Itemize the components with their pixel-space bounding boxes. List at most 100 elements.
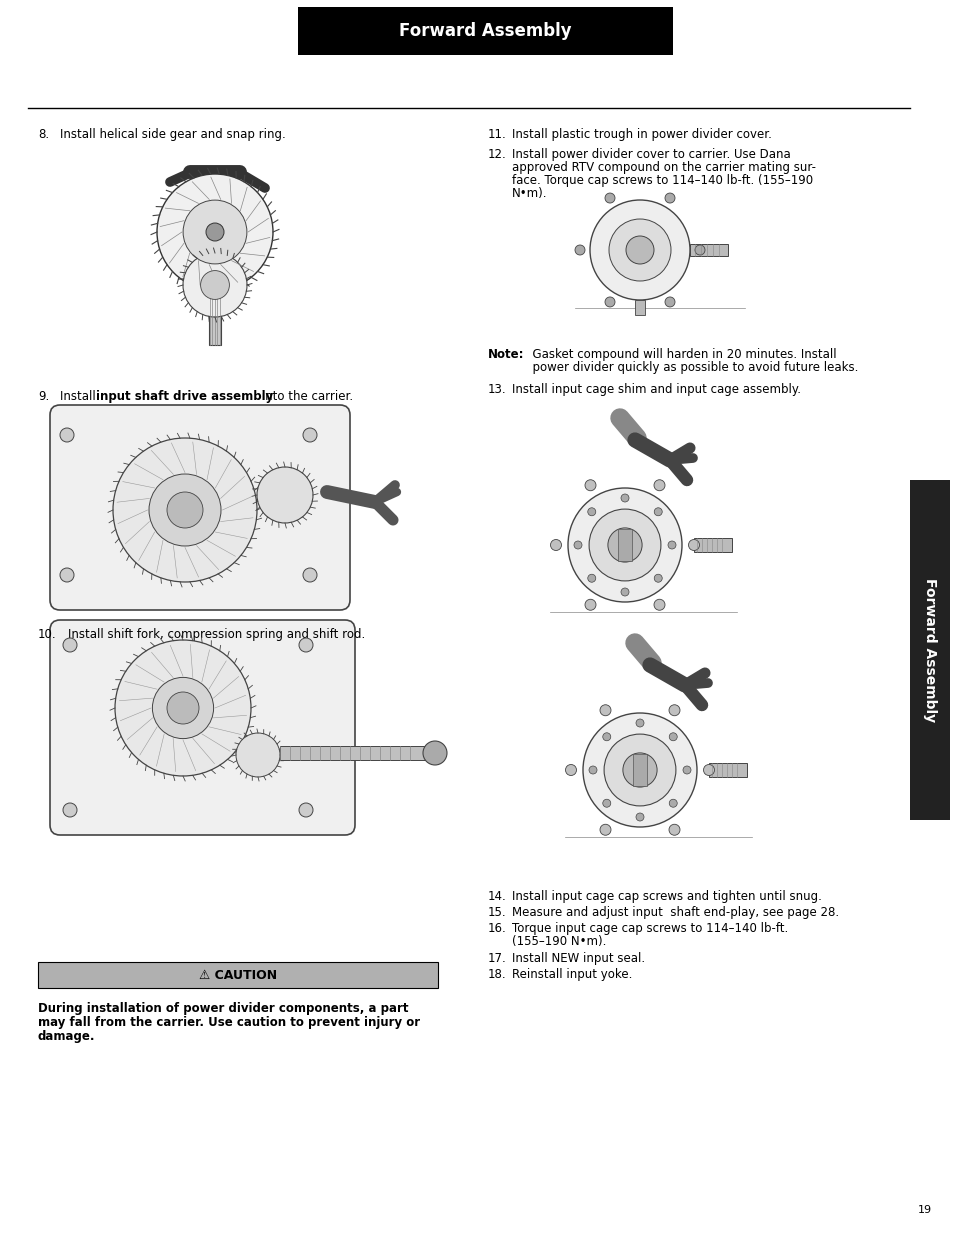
Circle shape bbox=[664, 296, 675, 308]
Circle shape bbox=[668, 705, 679, 716]
Circle shape bbox=[620, 588, 628, 597]
Circle shape bbox=[588, 766, 597, 774]
Circle shape bbox=[303, 429, 316, 442]
Text: Note:: Note: bbox=[488, 348, 524, 361]
Circle shape bbox=[298, 803, 313, 818]
Text: Install input cage shim and input cage assembly.: Install input cage shim and input cage a… bbox=[512, 383, 801, 396]
Circle shape bbox=[695, 245, 704, 254]
Text: Install NEW input seal.: Install NEW input seal. bbox=[512, 952, 644, 965]
FancyBboxPatch shape bbox=[50, 405, 350, 610]
Circle shape bbox=[622, 753, 657, 787]
Circle shape bbox=[620, 494, 628, 501]
Circle shape bbox=[636, 813, 643, 821]
Circle shape bbox=[664, 193, 675, 203]
Circle shape bbox=[654, 479, 664, 490]
Bar bbox=[280, 746, 424, 760]
Text: During installation of power divider components, a part: During installation of power divider com… bbox=[38, 1002, 408, 1015]
Circle shape bbox=[589, 200, 689, 300]
Circle shape bbox=[582, 713, 697, 827]
Circle shape bbox=[149, 474, 221, 546]
Circle shape bbox=[682, 766, 690, 774]
Bar bbox=[708, 763, 746, 777]
Text: 12.: 12. bbox=[488, 148, 506, 161]
Circle shape bbox=[584, 479, 596, 490]
Circle shape bbox=[422, 741, 447, 764]
Circle shape bbox=[183, 200, 247, 264]
Text: input shaft drive assembly: input shaft drive assembly bbox=[96, 390, 273, 403]
Text: Install shift fork, compression spring and shift rod.: Install shift fork, compression spring a… bbox=[68, 629, 365, 641]
Text: 9.: 9. bbox=[38, 390, 50, 403]
Text: power divider quickly as possible to avoid future leaks.: power divider quickly as possible to avo… bbox=[524, 361, 858, 374]
Text: 17.: 17. bbox=[488, 952, 506, 965]
Circle shape bbox=[550, 540, 561, 551]
Text: Gasket compound will harden in 20 minutes. Install: Gasket compound will harden in 20 minute… bbox=[524, 348, 836, 361]
Circle shape bbox=[654, 574, 661, 582]
Text: face. Torque cap screws to 114–140 lb-ft. (155–190: face. Torque cap screws to 114–140 lb-ft… bbox=[512, 174, 812, 186]
Circle shape bbox=[206, 224, 224, 241]
Circle shape bbox=[298, 638, 313, 652]
Circle shape bbox=[602, 732, 610, 741]
Text: 14.: 14. bbox=[488, 890, 506, 903]
Circle shape bbox=[608, 219, 670, 282]
Circle shape bbox=[654, 599, 664, 610]
Circle shape bbox=[115, 640, 251, 776]
Text: may fall from the carrier. Use caution to prevent injury or: may fall from the carrier. Use caution t… bbox=[38, 1016, 419, 1029]
Circle shape bbox=[668, 824, 679, 835]
Circle shape bbox=[688, 540, 699, 551]
Bar bbox=[209, 266, 221, 345]
Circle shape bbox=[574, 541, 581, 550]
Circle shape bbox=[702, 764, 714, 776]
Circle shape bbox=[587, 508, 595, 516]
Circle shape bbox=[567, 488, 681, 601]
Circle shape bbox=[602, 799, 610, 808]
Text: 19: 19 bbox=[917, 1205, 931, 1215]
Circle shape bbox=[636, 719, 643, 727]
Bar bbox=[635, 300, 644, 315]
Text: Install input cage cap screws and tighten until snug.: Install input cage cap screws and tighte… bbox=[512, 890, 821, 903]
Circle shape bbox=[667, 541, 676, 550]
Text: Install helical side gear and snap ring.: Install helical side gear and snap ring. bbox=[60, 128, 286, 141]
FancyBboxPatch shape bbox=[38, 962, 437, 988]
Circle shape bbox=[669, 799, 677, 808]
Text: Torque input cage cap screws to 114–140 lb-ft.: Torque input cage cap screws to 114–140 … bbox=[512, 923, 787, 935]
Text: Install: Install bbox=[60, 390, 99, 403]
Circle shape bbox=[625, 236, 654, 264]
Circle shape bbox=[63, 803, 77, 818]
Text: (155–190 N•m).: (155–190 N•m). bbox=[512, 935, 606, 948]
Circle shape bbox=[599, 824, 610, 835]
Circle shape bbox=[152, 678, 213, 739]
Text: Install power divider cover to carrier. Use Dana: Install power divider cover to carrier. … bbox=[512, 148, 790, 161]
Bar bbox=[618, 529, 631, 561]
Bar bbox=[297, 7, 672, 56]
Text: N•m).: N•m). bbox=[512, 186, 547, 200]
Text: 10.: 10. bbox=[38, 629, 56, 641]
Circle shape bbox=[157, 174, 273, 290]
Bar bbox=[633, 755, 646, 785]
Text: Forward Assembly: Forward Assembly bbox=[398, 22, 571, 40]
Circle shape bbox=[112, 438, 256, 582]
Circle shape bbox=[599, 705, 610, 716]
Circle shape bbox=[167, 692, 199, 724]
Text: 18.: 18. bbox=[488, 968, 506, 981]
Text: ⚠ CAUTION: ⚠ CAUTION bbox=[199, 968, 276, 982]
Text: 15.: 15. bbox=[488, 906, 506, 919]
Text: Reinstall input yoke.: Reinstall input yoke. bbox=[512, 968, 632, 981]
Circle shape bbox=[200, 270, 229, 299]
Circle shape bbox=[60, 568, 74, 582]
Circle shape bbox=[565, 764, 576, 776]
Text: 8.: 8. bbox=[38, 128, 49, 141]
Circle shape bbox=[584, 599, 596, 610]
Circle shape bbox=[63, 638, 77, 652]
Text: into the carrier.: into the carrier. bbox=[257, 390, 353, 403]
Text: approved RTV compound on the carrier mating sur-: approved RTV compound on the carrier mat… bbox=[512, 161, 815, 174]
Circle shape bbox=[303, 568, 316, 582]
Circle shape bbox=[603, 734, 676, 806]
Text: Measure and adjust input  shaft end-play, see page 28.: Measure and adjust input shaft end-play,… bbox=[512, 906, 839, 919]
Text: Install plastic trough in power divider cover.: Install plastic trough in power divider … bbox=[512, 128, 771, 141]
Text: damage.: damage. bbox=[38, 1030, 95, 1044]
Circle shape bbox=[256, 467, 313, 522]
Circle shape bbox=[607, 527, 641, 562]
Text: 13.: 13. bbox=[488, 383, 506, 396]
Circle shape bbox=[183, 253, 247, 317]
Circle shape bbox=[235, 734, 280, 777]
